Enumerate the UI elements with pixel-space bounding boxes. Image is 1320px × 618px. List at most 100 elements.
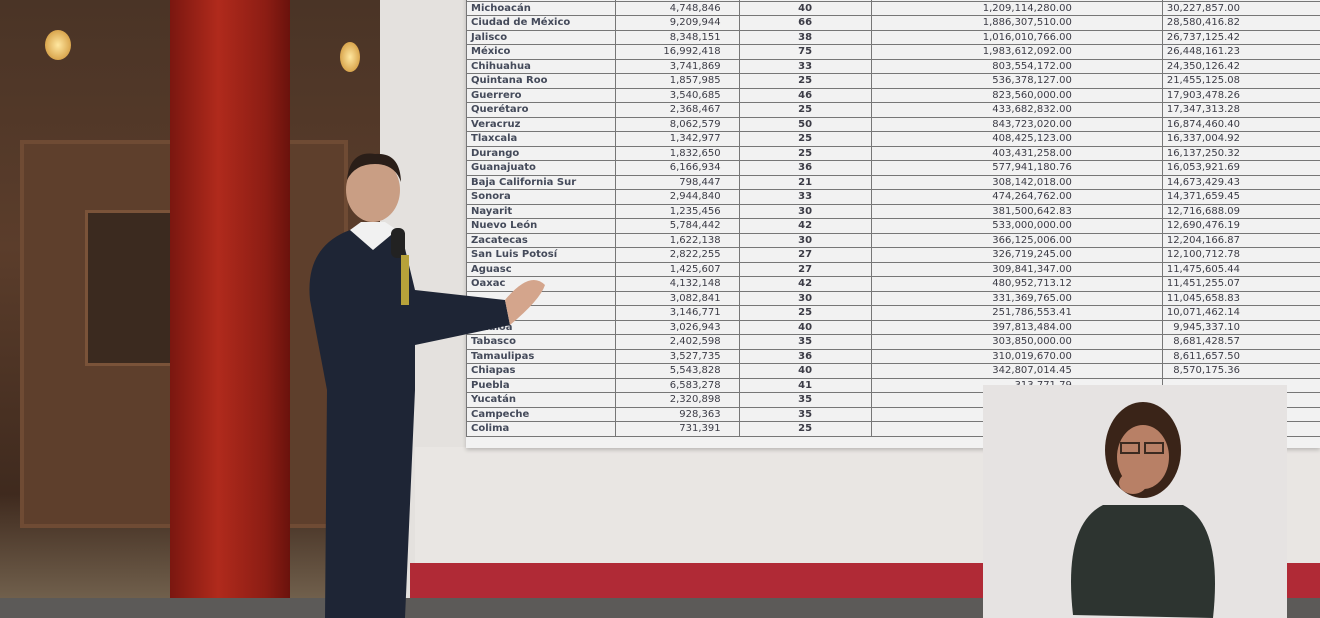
cell-count: 33 (738, 189, 872, 205)
table-row: Nuevo León 5,784,442 42 533,000,000.00 12,69… (466, 218, 1320, 234)
table-row: Zacatecas 1,622,138 30 366,125,006.00 12,204… (466, 232, 1320, 248)
cell-population: 2,944,840 (614, 189, 740, 205)
cell-state: Tlaxcala (466, 131, 616, 147)
cell-count: 42 (738, 218, 872, 234)
cell-population: 4,132,148 (614, 276, 740, 292)
cell-amount: 403,431,258.00 (870, 145, 1163, 161)
cell-state: Guanajuato (466, 160, 616, 176)
cell-count: 30 (738, 290, 872, 306)
cell-population: 928,363 (614, 406, 740, 422)
cell-amount: 1,886,307,510.00 (870, 15, 1163, 31)
cell-count: 40 (738, 363, 872, 379)
speaker-hair (347, 153, 401, 182)
table-row: Guerrero 3,540,685 46 823,560,000.00 17,903,… (466, 87, 1320, 103)
cell-amount: 803,554,172.00 (870, 58, 1163, 74)
cell-per-unit: 14,673,429.43 (1161, 174, 1320, 190)
cell-amount: 309,841,347.00 (870, 261, 1163, 277)
table-row: Veracruz 8,062,579 50 843,723,020.00 16,874,… (466, 116, 1320, 132)
cell-population: 1,342,977 (614, 131, 740, 147)
speaker-face (346, 158, 400, 222)
cell-state: Zacatecas (466, 232, 616, 248)
cell-population: 16,992,418 (614, 44, 740, 60)
table-row: Tabasco 2,402,598 35 303,850,000.00 8,681,42… (466, 334, 1320, 350)
cell-amount: 342,807,014.45 (870, 363, 1163, 379)
cell-per-unit: 12,204,166.87 (1161, 232, 1320, 248)
cell-state: Veracruz (466, 116, 616, 132)
cell-population: 6,166,934 (614, 160, 740, 176)
cell-amount: 366,125,006.00 (870, 232, 1163, 248)
cell-per-unit: 14,371,659.45 (1161, 189, 1320, 205)
cell-per-unit: 24,350,126.42 (1161, 58, 1320, 74)
cell-amount: 823,560,000.00 (870, 87, 1163, 103)
cell-population: 3,026,943 (614, 319, 740, 335)
cell-population: 3,146,771 (614, 305, 740, 321)
cell-count: 41 (738, 377, 872, 393)
table-row: Guanajuato 6,166,934 36 577,941,180.76 16,05… (466, 160, 1320, 176)
cell-per-unit: 12,690,476.19 (1161, 218, 1320, 234)
cell-count: 36 (738, 348, 872, 364)
cell-amount: 308,142,018.00 (870, 174, 1163, 190)
cell-amount: 536,378,127.00 (870, 73, 1163, 89)
wall-lamp (340, 42, 360, 72)
table-row: Durango 1,832,650 25 403,431,258.00 16,137,2… (466, 145, 1320, 161)
table-row: Nayarit 1,235,456 30 381,500,642.83 12,716,6… (466, 203, 1320, 219)
cell-count: 35 (738, 334, 872, 350)
cell-amount: 433,682,832.00 (870, 102, 1163, 118)
cell-amount: 533,000,000.00 (870, 218, 1163, 234)
table-row: Jalisco 8,348,151 38 1,016,010,766.00 26,737… (466, 29, 1320, 45)
cell-amount: 408,425,123.00 (870, 131, 1163, 147)
table-row: Ciudad de México 9,209,944 66 1,886,307,510… (466, 15, 1320, 31)
table-row: 3,082,841 30 331,369,765.00 11,045,658.83 (466, 290, 1320, 306)
speaker-collar (350, 222, 397, 250)
cell-count: 25 (738, 131, 872, 147)
speaker-person (309, 153, 545, 618)
cell-amount: 397,813,484.00 (870, 319, 1163, 335)
cell-per-unit: 16,053,921.69 (1161, 160, 1320, 176)
cell-count: 66 (738, 15, 872, 31)
cell-state: Baja California Sur (466, 174, 616, 190)
cell-per-unit: 17,347,313.28 (1161, 102, 1320, 118)
data-table: Morelos1,971,52020857,312,000.00Michoacá… (466, 0, 1320, 437)
cell-state: Querétaro (466, 102, 616, 118)
table-row: Tlaxcala 1,342,977 25 408,425,123.00 16,337,… (466, 131, 1320, 147)
cell-state: Ciudad de México (466, 15, 616, 31)
cell-population: 5,543,828 (614, 363, 740, 379)
cell-count: 40 (738, 319, 872, 335)
cell-population: 6,583,278 (614, 377, 740, 393)
cell-state: Nuevo León (466, 218, 616, 234)
cell-count: 36 (738, 160, 872, 176)
cell-state: Durango (466, 145, 616, 161)
table-row: Quintana Roo 1,857,985 25 536,378,127.00 21,… (466, 73, 1320, 89)
microphone (391, 228, 405, 258)
table-row: Aguasc 1,425,607 27 309,841,347.00 11,475,60… (466, 261, 1320, 277)
table-row: Sonora 2,944,840 33 474,264,762.00 14,371,65… (466, 189, 1320, 205)
cell-population: 1,425,607 (614, 261, 740, 277)
cell-count: 75 (738, 44, 872, 60)
table-row: Michoacán 4,748,846 40 1,209,114,280.00 30,2… (466, 0, 1320, 16)
interpreter-glasses (1120, 442, 1140, 454)
cell-population: 798,447 (614, 174, 740, 190)
cell-population: 1,235,456 (614, 203, 740, 219)
cell-per-unit: 8,611,657.50 (1161, 348, 1320, 364)
cell-state: Colima (466, 421, 616, 437)
cell-count: 33 (738, 58, 872, 74)
interpreter-hand (1119, 472, 1147, 494)
cell-count: 25 (738, 145, 872, 161)
cell-population: 1,832,650 (614, 145, 740, 161)
table-row: Chiapas 5,543,828 40 342,807,014.45 8,570,17… (466, 363, 1320, 379)
cell-amount: 1,016,010,766.00 (870, 29, 1163, 45)
cell-population: 2,402,598 (614, 334, 740, 350)
cell-count: 27 (738, 247, 872, 263)
cell-count: 38 (738, 29, 872, 45)
cell-amount: 1,983,612,092.00 (870, 44, 1163, 60)
cell-population: 5,784,442 (614, 218, 740, 234)
cell-amount: 474,264,762.00 (870, 189, 1163, 205)
cell-per-unit: 16,337,004.92 (1161, 131, 1320, 147)
cell-per-unit: 8,681,428.57 (1161, 334, 1320, 350)
table-row: Tamaulipas 3,527,735 36 310,019,670.00 8,611… (466, 348, 1320, 364)
cell-per-unit: 9,945,337.10 (1161, 319, 1320, 335)
cell-per-unit: 8,570,175.36 (1161, 363, 1320, 379)
cell-per-unit: 21,455,125.08 (1161, 73, 1320, 89)
cell-per-unit: 30,227,857.00 (1161, 0, 1320, 16)
